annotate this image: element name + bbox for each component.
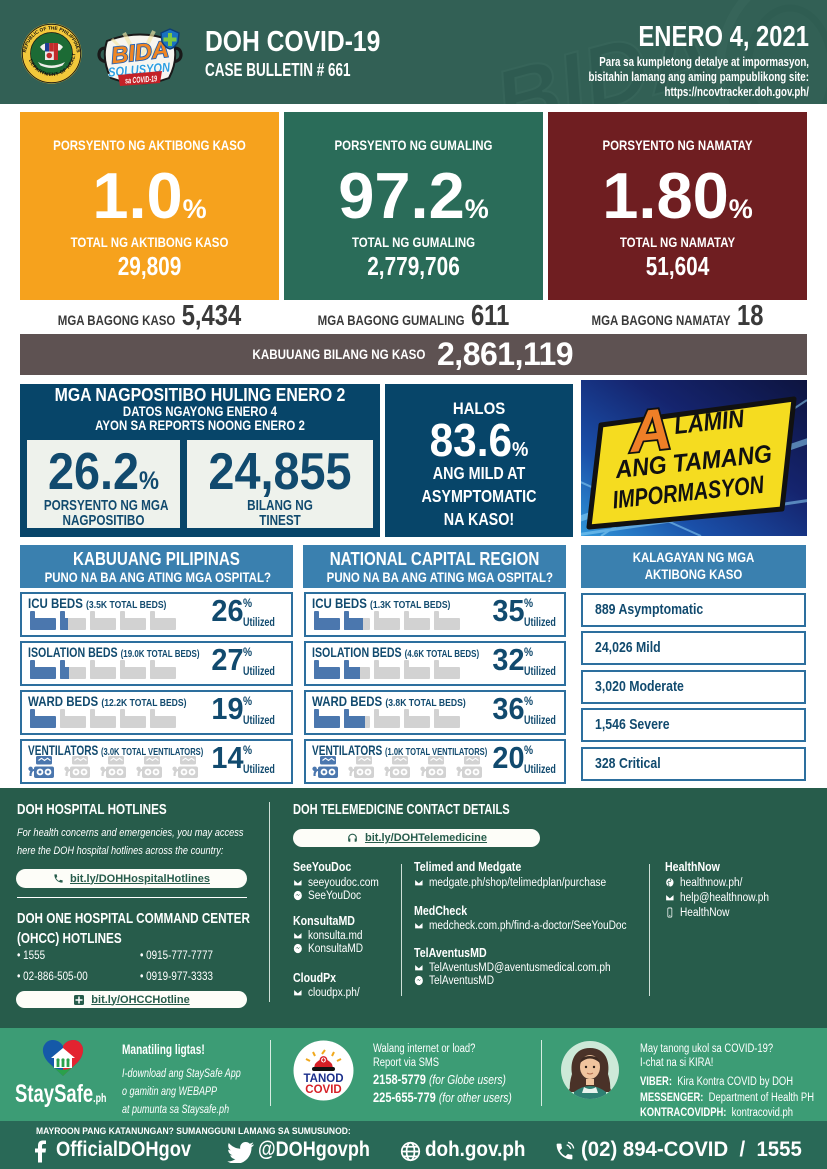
svg-text:TANOD: TANOD bbox=[303, 1073, 343, 1085]
svg-text:A: A bbox=[624, 396, 674, 465]
svg-text:sa COVID-19: sa COVID-19 bbox=[125, 73, 158, 85]
svg-text:BIDA: BIDA bbox=[110, 36, 171, 69]
svg-text:COVID: COVID bbox=[305, 1084, 341, 1096]
